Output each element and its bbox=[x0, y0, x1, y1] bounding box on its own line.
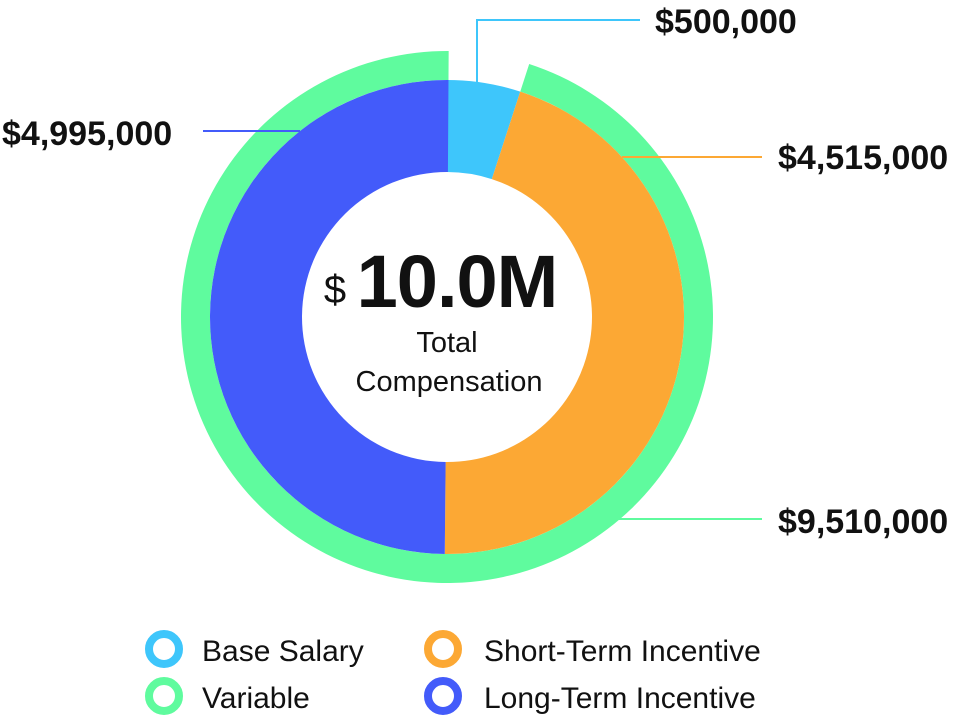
center-currency-symbol: $ bbox=[324, 268, 346, 312]
inner-arc-base-salary bbox=[447, 80, 521, 180]
legend: Base Salary Short-Term Incentive Variabl… bbox=[145, 630, 761, 715]
leader-line-base-salary bbox=[476, 19, 640, 84]
callout-label-short-term-incentive: $4,515,000 bbox=[778, 139, 948, 177]
legend-swatch-base-salary bbox=[145, 630, 183, 668]
legend-swatch-short-term-incentive bbox=[424, 630, 462, 668]
legend-item-variable: Variable bbox=[145, 677, 310, 715]
callout-label-long-term-incentive: $4,995,000 bbox=[2, 115, 172, 153]
center-total-value: 10.0M bbox=[357, 240, 558, 323]
inner-ring bbox=[209, 79, 684, 554]
callout-label-base-salary: $500,000 bbox=[655, 3, 797, 41]
legend-item-base-salary: Base Salary bbox=[145, 630, 364, 668]
legend-label-variable: Variable bbox=[202, 682, 310, 715]
legend-item-long-term-incentive: Long-Term Incentive bbox=[424, 677, 756, 715]
legend-label-long-term-incentive: Long-Term Incentive bbox=[484, 682, 756, 715]
legend-label-base-salary: Base Salary bbox=[202, 635, 364, 668]
legend-swatch-variable bbox=[145, 677, 183, 715]
inner-arc-short-term-incentive bbox=[444, 91, 684, 554]
legend-item-short-term-incentive: Short-Term Incentive bbox=[424, 630, 761, 668]
callout-label-variable: $9,510,000 bbox=[778, 503, 948, 541]
legend-swatch-long-term-incentive bbox=[424, 677, 462, 715]
center-label-line2: Compensation bbox=[356, 366, 543, 398]
callout-leaders bbox=[203, 19, 762, 520]
inner-arc-long-term-incentive bbox=[209, 79, 449, 554]
legend-label-short-term-incentive: Short-Term Incentive bbox=[484, 635, 761, 668]
center-label-line1: Total bbox=[416, 327, 477, 359]
